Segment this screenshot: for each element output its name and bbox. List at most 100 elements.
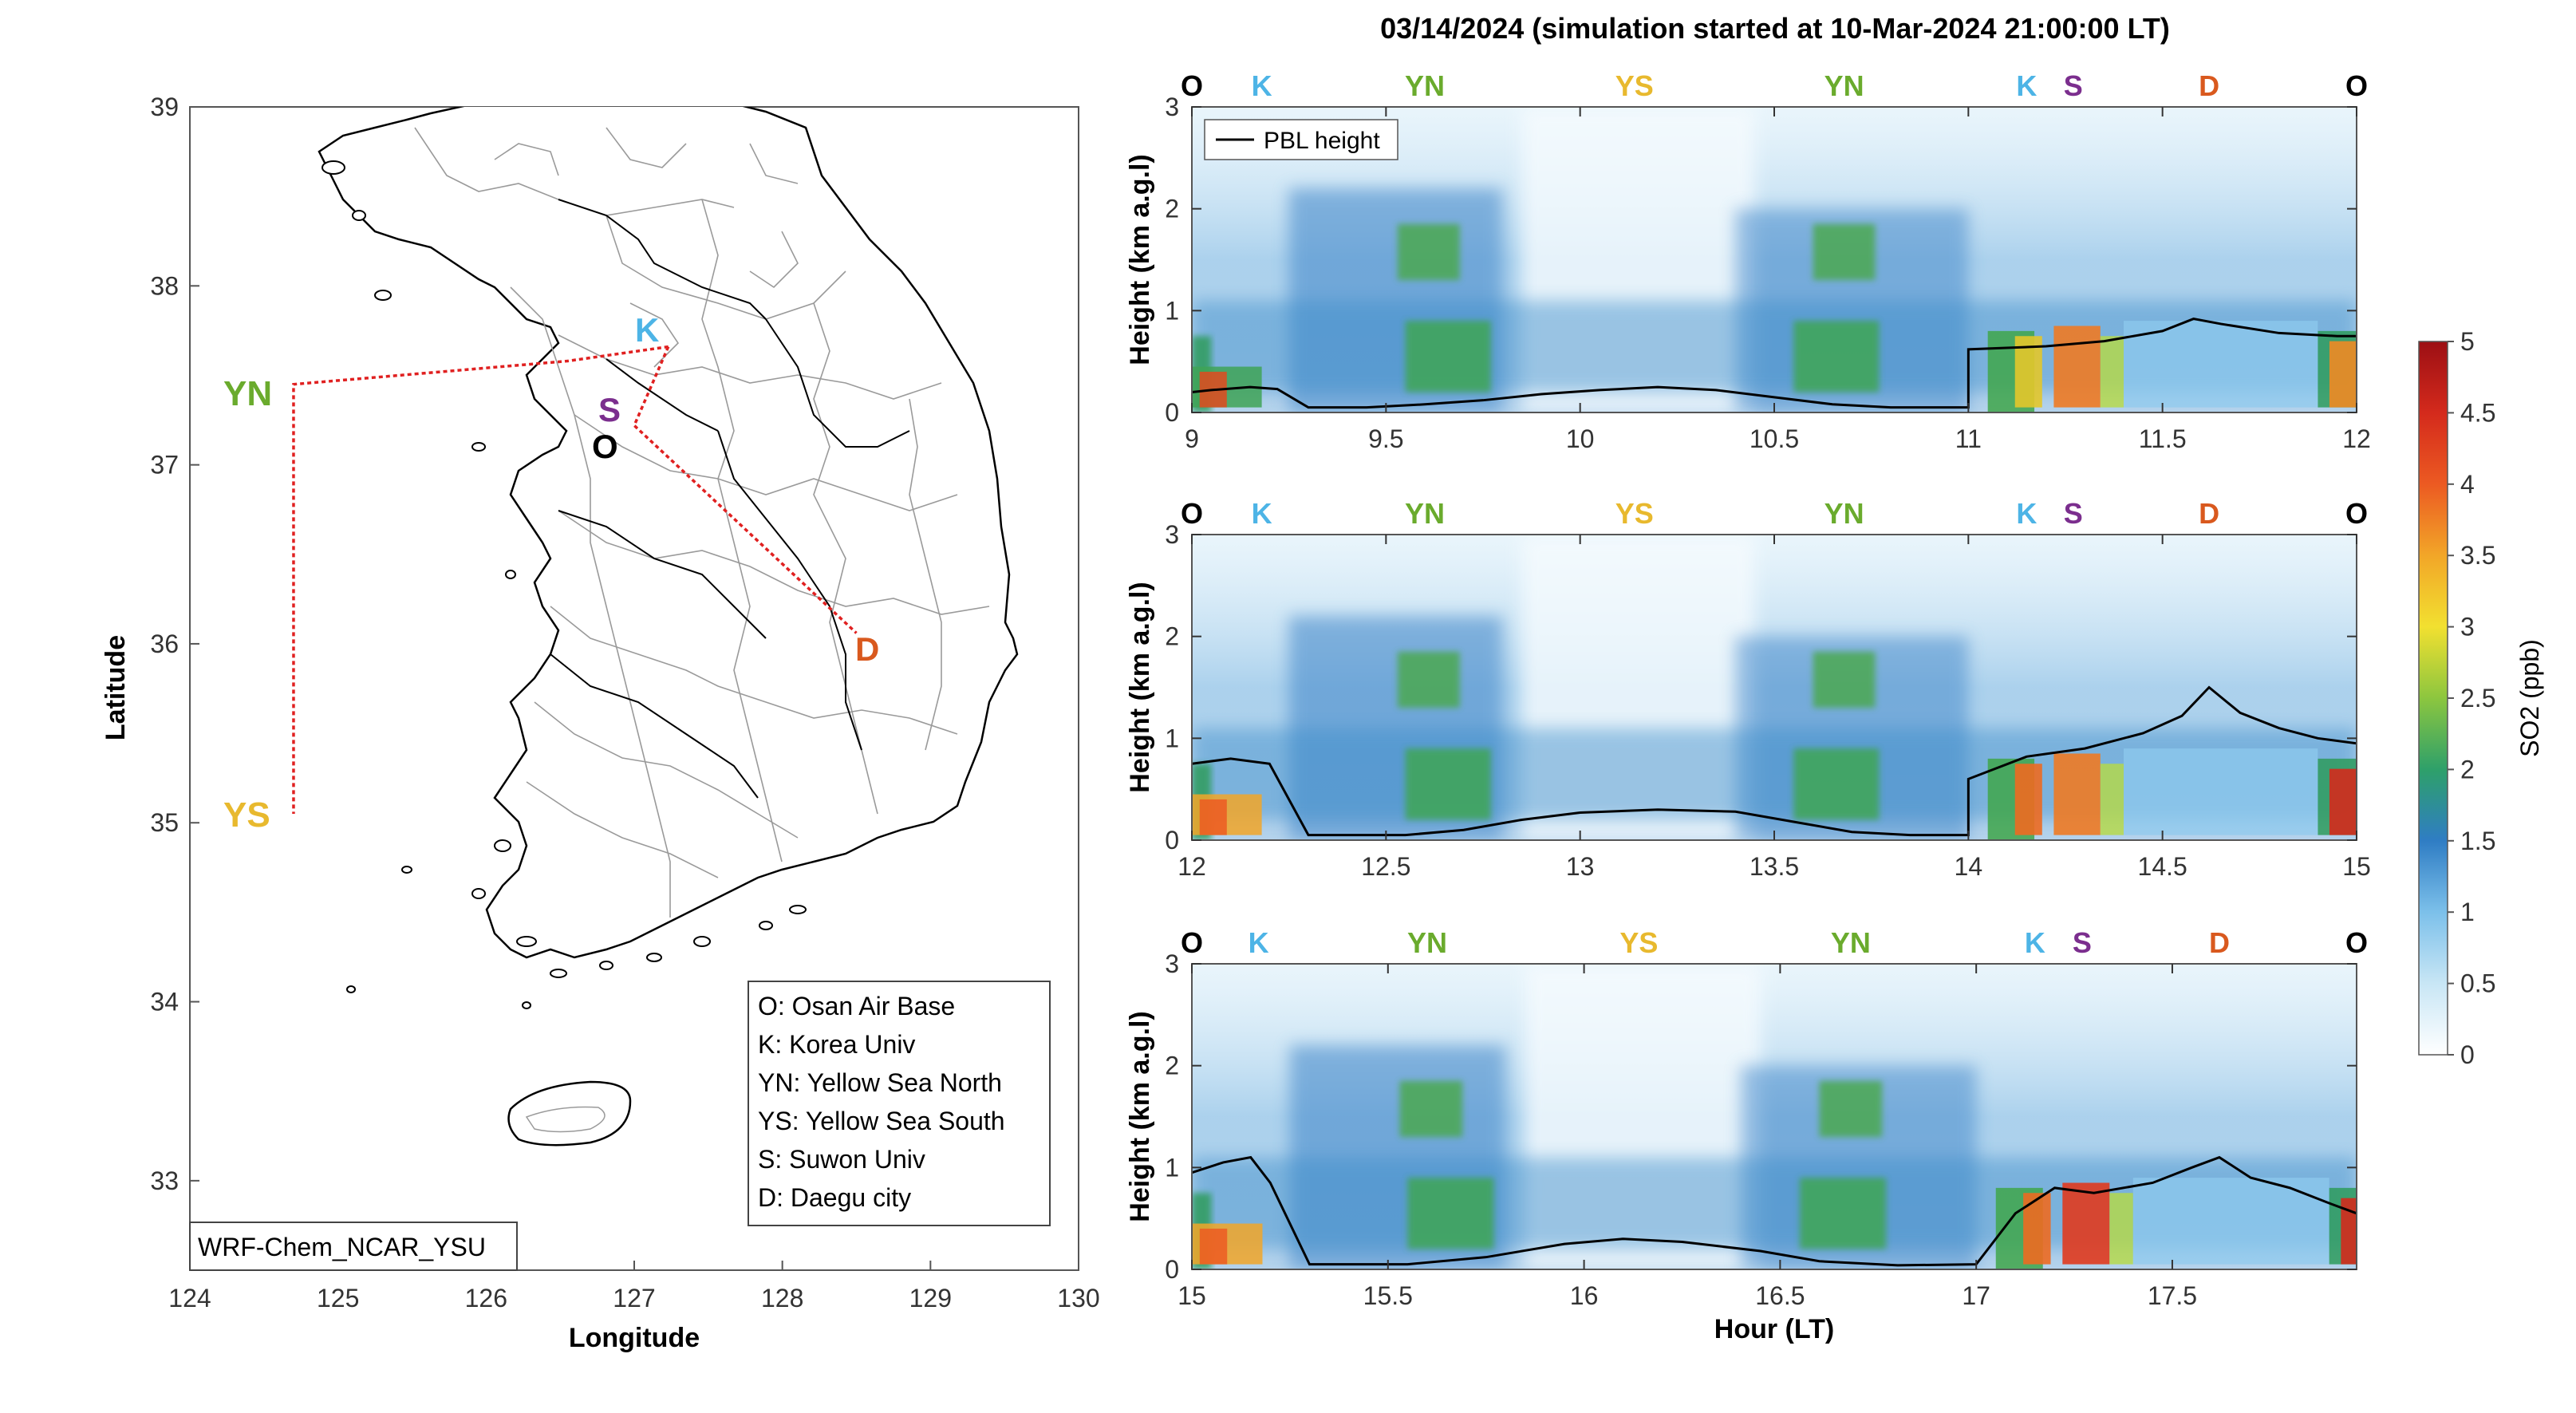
map-x-ticks: 124 125 126 127 128 129 130 xyxy=(168,1261,1100,1312)
colorbar-tick-label: 2.5 xyxy=(2460,684,2495,712)
curtain-site-label: YS xyxy=(1615,69,1654,102)
so2-column xyxy=(2014,764,2042,835)
curtain-x-tick-label: 16.5 xyxy=(1755,1281,1805,1310)
curtain-x-tick-label: 12.5 xyxy=(1361,852,1410,881)
track-line-west xyxy=(292,345,669,815)
colorbar-tick-label: 1 xyxy=(2460,898,2475,926)
curtain-frame xyxy=(1191,963,2357,1270)
so2-column xyxy=(2100,336,2124,408)
map-y-axis-label: Latitude xyxy=(101,635,131,740)
so2-plume xyxy=(1793,748,1880,820)
curtain-site-label: O xyxy=(2345,497,2368,530)
site-legend-item: D: Daegu city xyxy=(758,1183,911,1212)
admin-boundaries xyxy=(414,127,990,918)
curtain-site-label: O xyxy=(2345,926,2368,959)
site-legend-item: YS: Yellow Sea South xyxy=(758,1107,1005,1135)
curtain-site-label: D xyxy=(2209,926,2230,959)
curtain-y-tick-label: 0 xyxy=(1165,1255,1179,1284)
colorbar-tick-label: 0.5 xyxy=(2460,969,2495,998)
site-legend-item: S: Suwon Univ xyxy=(758,1145,925,1174)
curtain-x-tick-label: 12 xyxy=(1178,852,1206,881)
curtain-site-label: YN xyxy=(1405,69,1445,102)
curtain-site-label: K xyxy=(2016,69,2037,102)
curtain-y-tick-label: 1 xyxy=(1165,724,1179,752)
curtain-y-tick-label: 3 xyxy=(1165,949,1179,978)
map-panel: 124 125 126 127 128 129 130 33 34 35 36 37 38 39 Lon… xyxy=(101,93,1100,1353)
map-site-label-ys: YS xyxy=(223,795,270,835)
map-y-tick-label: 34 xyxy=(150,988,179,1016)
curtain-y-tick-label: 0 xyxy=(1165,826,1179,855)
curtain-site-label: K xyxy=(1249,926,1269,959)
site-legend-item: YN: Yellow Sea North xyxy=(758,1068,1002,1097)
curtain-y-tick-label: 2 xyxy=(1165,1052,1179,1080)
colorbar-tick-label: 3.5 xyxy=(2460,541,2495,570)
map-y-tick-label: 33 xyxy=(150,1166,179,1195)
curtain-site-label: YN xyxy=(1825,497,1864,530)
so2-column xyxy=(2132,1178,2329,1265)
map-x-tick-label: 129 xyxy=(909,1284,952,1312)
curtain-y-tick-label: 0 xyxy=(1165,398,1179,427)
curtain-site-label: K xyxy=(1252,497,1272,530)
curtain-x-tick-label: 11.5 xyxy=(2139,424,2187,453)
curtain-site-label: O xyxy=(1181,926,1203,959)
curtain-x-axis-label: Hour (LT) xyxy=(1714,1314,1834,1344)
curtain-site-label: YN xyxy=(1825,69,1864,102)
map-x-tick-label: 126 xyxy=(465,1284,507,1312)
so2-column xyxy=(2341,1198,2357,1265)
curtain-x-tick-label: 15.5 xyxy=(1363,1281,1413,1310)
map-site-label-k: K xyxy=(635,311,659,349)
jeju-island xyxy=(507,1080,632,1147)
colorbar-gradient xyxy=(2418,341,2448,1056)
colorbar-tick-label: 5 xyxy=(2460,327,2475,356)
curtain-x-tick-label: 10 xyxy=(1566,424,1595,453)
curtain-site-label: YN xyxy=(1407,926,1447,959)
curtain-y-axis-label: Height (km a.g.l) xyxy=(1125,582,1155,792)
map-site-label-o: O xyxy=(592,428,618,465)
curtain-site-label: O xyxy=(2345,69,2368,102)
curtain-x-tick-label: 17 xyxy=(1962,1281,1990,1310)
curtain-x-tick-label: 10.5 xyxy=(1750,424,1799,453)
so2-plume xyxy=(1405,748,1491,820)
curtain-y-tick-label: 3 xyxy=(1165,93,1179,121)
site-legend-box xyxy=(748,981,1051,1226)
curtain-x-tick-label: 15 xyxy=(1178,1281,1206,1310)
site-legend-item: K: Korea Univ xyxy=(758,1030,915,1059)
so2-plume xyxy=(1407,1178,1494,1249)
curtain-site-label: S xyxy=(2073,926,2092,959)
map-x-axis-label: Longitude xyxy=(569,1323,700,1353)
curtain-site-label: K xyxy=(2025,926,2045,959)
colorbar-label: SO2 (ppb) xyxy=(2515,639,2544,757)
figure-title: 03/14/2024 (simulation started at 10-Mar… xyxy=(1380,12,2170,45)
model-label-box xyxy=(189,1222,518,1271)
track-line-southeast xyxy=(632,345,858,634)
curtain-site-label: K xyxy=(2016,497,2037,530)
curtain-y-tick-label: 2 xyxy=(1165,195,1179,223)
colorbar-tick-label: 4 xyxy=(2460,470,2475,499)
map-y-tick-label: 38 xyxy=(150,271,179,300)
so2-plume xyxy=(1397,651,1460,708)
curtain-y-axis-label: Height (km a.g.l) xyxy=(1125,1011,1155,1222)
colorbar-tick-label: 4.5 xyxy=(2460,398,2495,427)
curtain-x-tick-label: 17.5 xyxy=(2148,1281,2197,1310)
curtain-site-label: S xyxy=(2064,69,2083,102)
curtain-x-tick-label: 15 xyxy=(2342,852,2371,881)
curtain-site-label: YN xyxy=(1405,497,1445,530)
so2-column xyxy=(2023,1193,2051,1265)
so2-column xyxy=(2329,768,2357,835)
map-y-tick-label: 36 xyxy=(150,630,179,658)
so2-column xyxy=(2124,321,2318,408)
curtain-x-tick-label: 14 xyxy=(1955,852,1983,881)
curtain-site-label: YS xyxy=(1615,497,1654,530)
pbl-height-line xyxy=(1192,1155,2357,1267)
curtain-panel-2: 15 15.5 16 16.5 17 17.5 0 1 2 3 Height (km a.g.l) H… xyxy=(1125,926,2368,1344)
curtain-site-label: YS xyxy=(1619,926,1658,959)
site-legend: O: Osan Air Base K: Korea Univ YN: Yello… xyxy=(758,992,1005,1212)
map-x-tick-label: 124 xyxy=(168,1284,211,1312)
colorbar-tick-label: 0 xyxy=(2460,1040,2475,1069)
map-site-label-yn: YN xyxy=(223,374,272,413)
curtain-x-tick-label: 13.5 xyxy=(1750,852,1799,881)
so2-plume xyxy=(1819,1080,1883,1138)
so2-plume xyxy=(1793,321,1880,393)
so2-column xyxy=(1199,1228,1228,1265)
